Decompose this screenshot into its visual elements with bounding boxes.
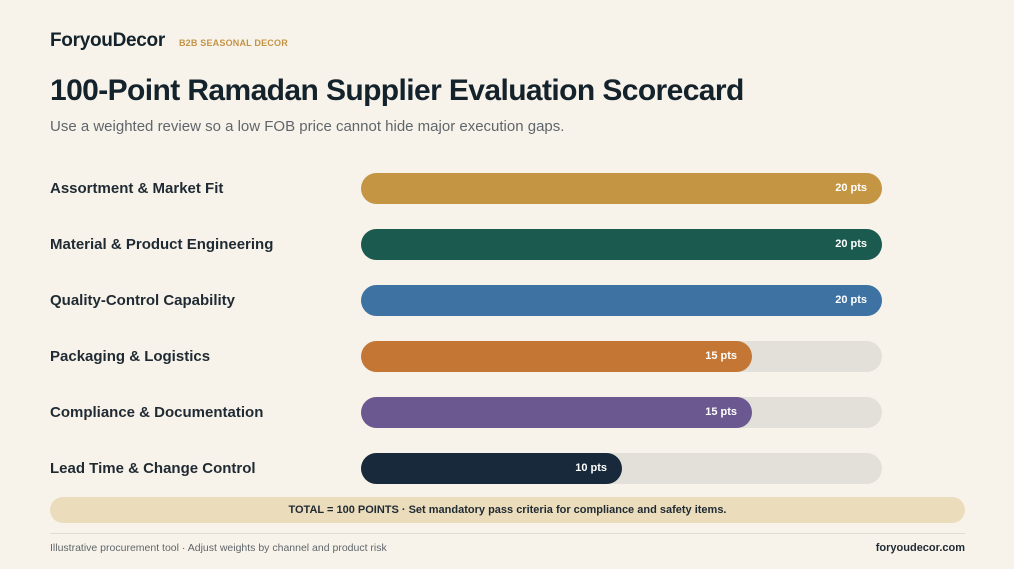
bar-value-label: 10 pts (575, 462, 607, 474)
bar (361, 397, 752, 428)
page-title: 100-Point Ramadan Supplier Evaluation Sc… (50, 74, 744, 107)
brand-row: ForyouDecor B2B SEASONAL DECOR (50, 30, 288, 52)
bar-track: 20 pts (361, 285, 882, 316)
bar (361, 285, 882, 316)
bar-value-label: 20 pts (835, 238, 867, 250)
row-label: Packaging & Logistics (50, 348, 211, 365)
row-label: Material & Product Engineering (50, 236, 274, 253)
row-label: Assortment & Market Fit (50, 180, 224, 197)
bar-track: 10 pts (361, 453, 882, 484)
bar-value-label: 15 pts (705, 350, 737, 362)
footer-note: Illustrative procurement tool · Adjust w… (50, 542, 387, 554)
page-subtitle: Use a weighted review so a low FOB price… (50, 118, 565, 135)
brand-tagline: B2B SEASONAL DECOR (178, 38, 288, 48)
bar (361, 453, 622, 484)
row-label: Lead Time & Change Control (50, 460, 256, 477)
row-label: Compliance & Documentation (50, 404, 264, 421)
bar (361, 341, 752, 372)
bar-value-label: 15 pts (705, 406, 737, 418)
bar (361, 173, 882, 204)
bar (361, 229, 882, 260)
bar-track: 20 pts (361, 229, 882, 260)
bar-track: 20 pts (361, 173, 882, 204)
brand-logo[interactable]: ForyouDecor (50, 30, 165, 51)
site-link[interactable]: foryoudecor.com (875, 542, 965, 554)
total-banner: TOTAL = 100 POINTS · Set mandatory pass … (50, 497, 965, 523)
footer-divider (50, 533, 965, 534)
bar-track: 15 pts (361, 341, 882, 372)
bar-value-label: 20 pts (835, 294, 867, 306)
row-label: Quality-Control Capability (50, 292, 236, 309)
bar-track: 15 pts (361, 397, 882, 428)
bar-value-label: 20 pts (835, 182, 867, 194)
